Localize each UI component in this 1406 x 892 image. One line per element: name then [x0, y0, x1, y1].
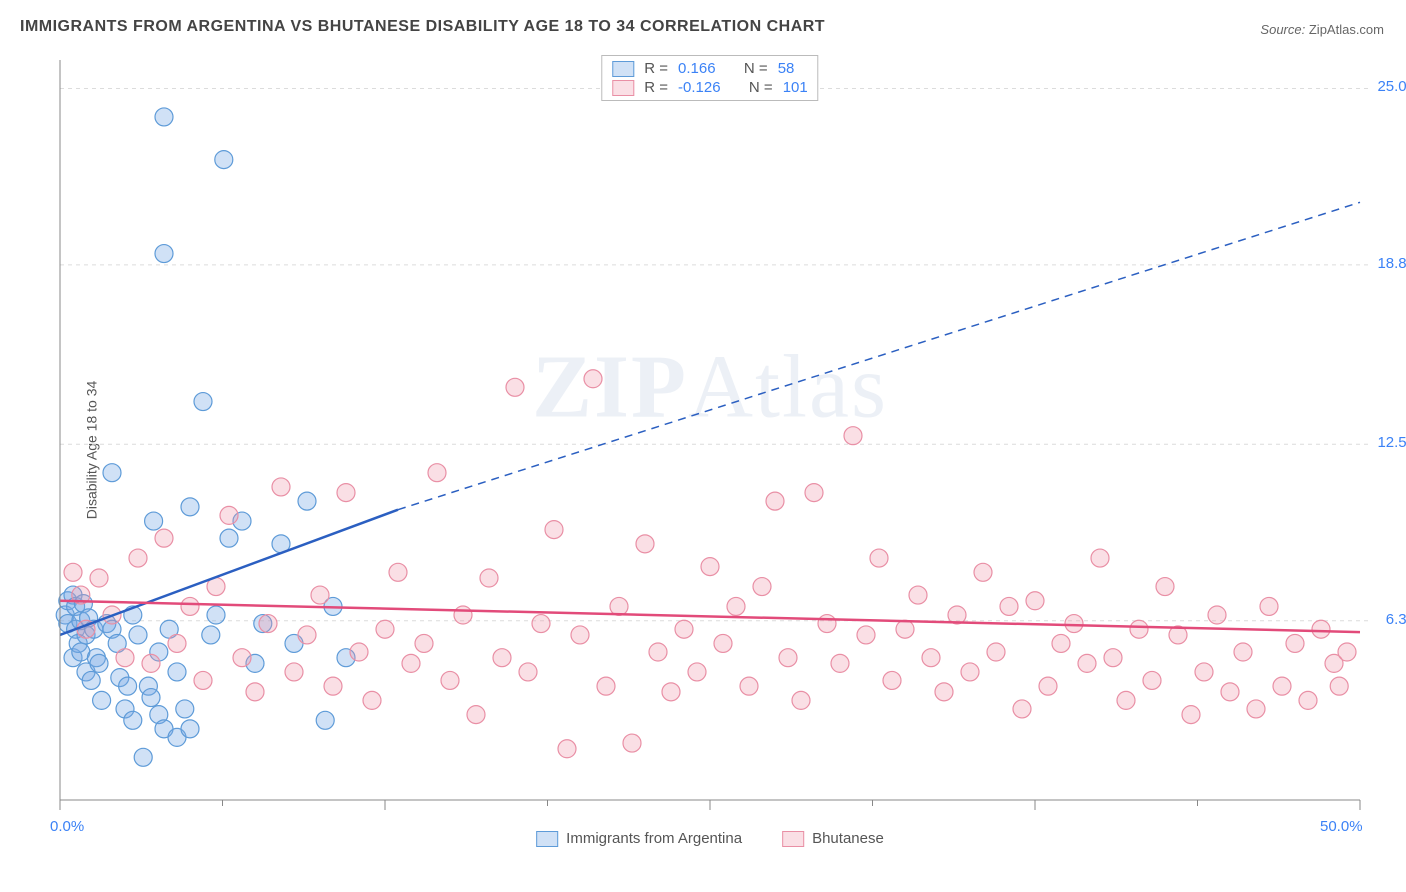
legend-stats: R = 0.166 N = 58 R = -0.126 N = 101 — [601, 55, 818, 101]
chart-area: Disability Age 18 to 34 ZIPAtlas R = 0.1… — [50, 55, 1370, 845]
scatter-plot — [50, 55, 1370, 845]
legend-stats-row-1: R = 0.166 N = 58 — [612, 60, 807, 77]
legend-swatch-argentina — [536, 831, 558, 847]
legend-label-argentina: Immigrants from Argentina — [566, 830, 742, 847]
source-value: ZipAtlas.com — [1309, 22, 1384, 37]
legend-swatch-bhutanese — [782, 831, 804, 847]
r-label: R = — [644, 79, 668, 96]
source-attribution: Source: ZipAtlas.com — [1260, 22, 1384, 37]
legend-item-argentina: Immigrants from Argentina — [536, 830, 742, 847]
legend-stats-row-2: R = -0.126 N = 101 — [612, 79, 807, 96]
legend-swatch-argentina — [612, 61, 634, 77]
y-tick-label: 18.8% — [1377, 255, 1406, 272]
n-label: N = — [744, 60, 768, 77]
legend-item-bhutanese: Bhutanese — [782, 830, 884, 847]
legend-swatch-bhutanese — [612, 80, 634, 96]
n-value-2: 101 — [783, 79, 808, 96]
source-label: Source: — [1260, 22, 1305, 37]
r-label: R = — [644, 60, 668, 77]
legend-label-bhutanese: Bhutanese — [812, 830, 884, 847]
legend-series: Immigrants from Argentina Bhutanese — [536, 830, 884, 847]
r-value-2: -0.126 — [678, 79, 721, 96]
y-tick-label: 12.5% — [1377, 434, 1406, 451]
r-value-1: 0.166 — [678, 60, 716, 77]
n-value-1: 58 — [778, 60, 795, 77]
x-tick-label: 0.0% — [50, 818, 84, 835]
y-tick-label: 25.0% — [1377, 78, 1406, 95]
chart-title: IMMIGRANTS FROM ARGENTINA VS BHUTANESE D… — [20, 18, 825, 36]
x-tick-label: 50.0% — [1320, 818, 1363, 835]
n-label: N = — [749, 79, 773, 96]
y-tick-label: 6.3% — [1386, 611, 1406, 628]
